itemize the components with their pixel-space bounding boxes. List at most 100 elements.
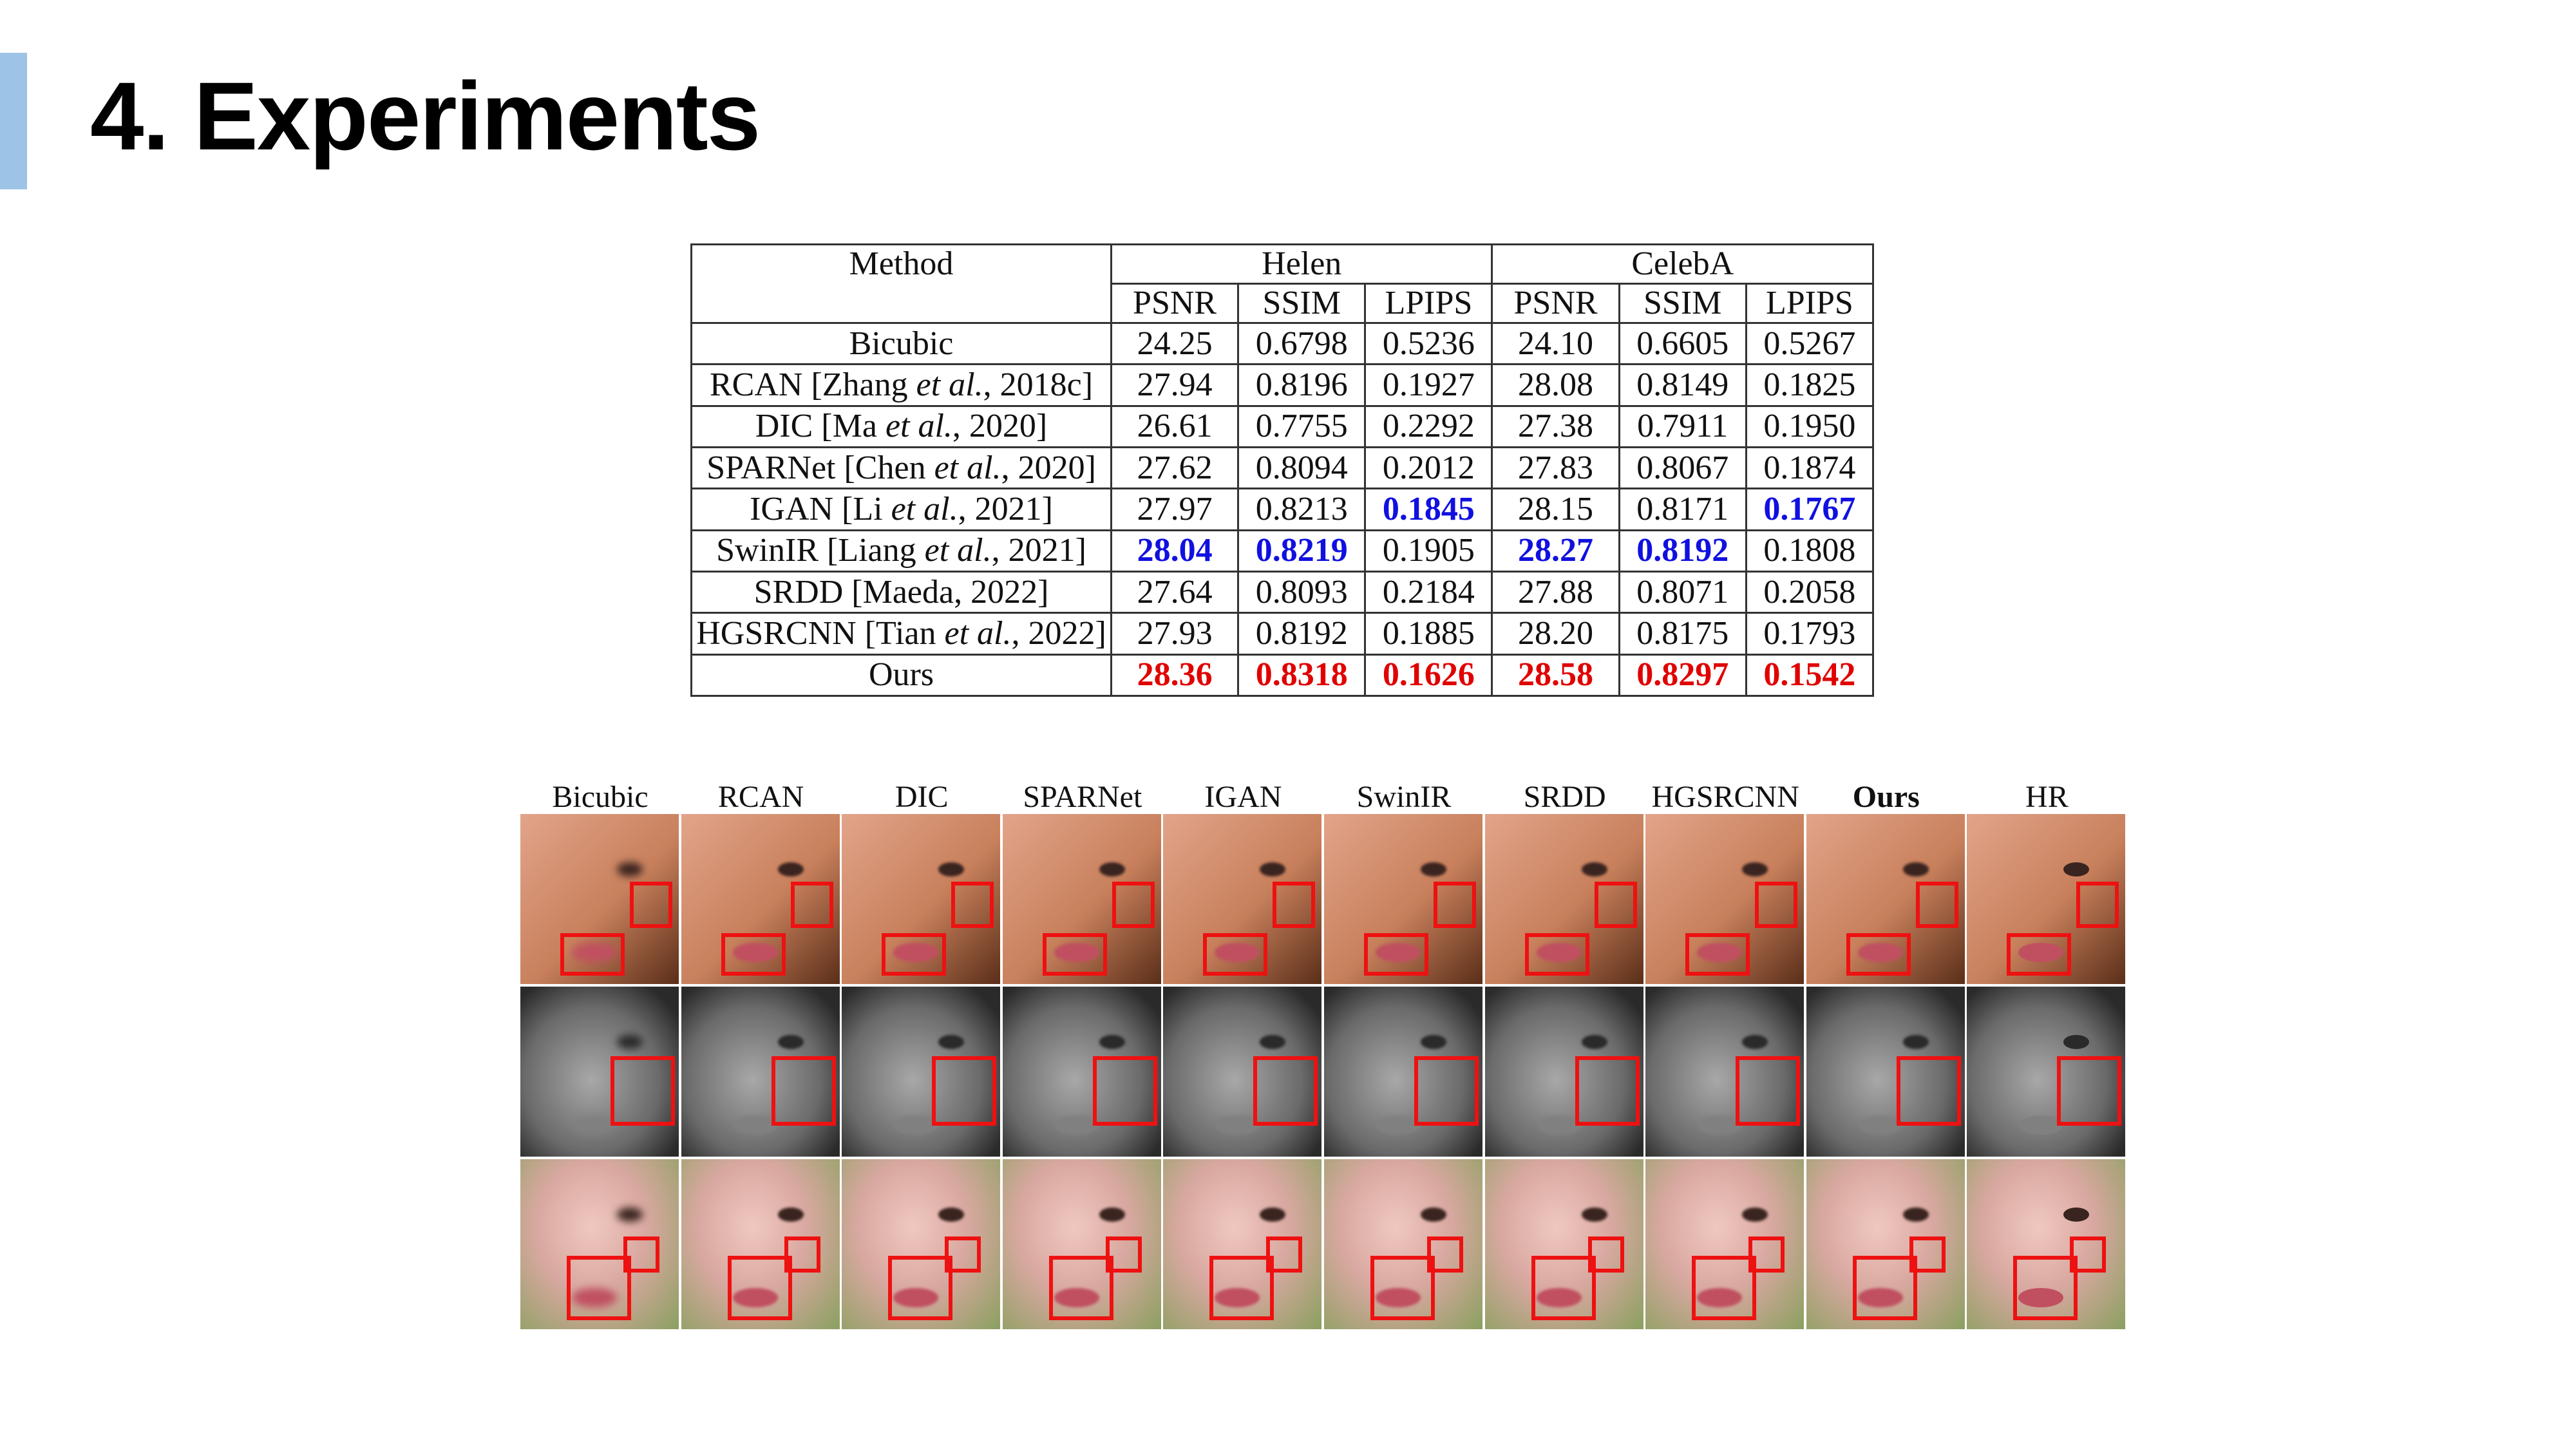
thumbnail-mouth [732, 1115, 778, 1135]
comparison-thumbnail [1967, 814, 2126, 984]
thumbnail-eye [1099, 1035, 1125, 1049]
thumbnail-face [1806, 987, 1965, 1157]
metric-value-cell: 27.83 [1491, 446, 1620, 490]
comparison-thumbnail [1163, 814, 1322, 984]
thumbnail-eye [2063, 862, 2090, 876]
zoom-highlight-box [1852, 1256, 1917, 1320]
thumbnail-mouth [1215, 943, 1260, 962]
thumbnail-eye [1581, 862, 1607, 876]
thumbnail-eye [1742, 1208, 1768, 1222]
zoom-highlight-box [1755, 882, 1798, 928]
thumbnail-eye [1581, 1035, 1607, 1049]
comparison-thumbnail [1324, 987, 1482, 1157]
table-header-row-2: PSNR SSIM LPIPS PSNR SSIM LPIPS [692, 283, 1875, 324]
thumbnail-eye [938, 1208, 965, 1222]
zoom-highlight-box [1896, 1056, 1961, 1126]
thumbnail-face [1003, 814, 1161, 984]
comparison-thumbnail [1484, 1159, 1643, 1329]
zoom-highlight-box [888, 1256, 953, 1320]
zoom-highlight-box [630, 882, 672, 928]
metric-value-cell: 28.15 [1491, 488, 1620, 531]
thumbnail-face [1806, 1159, 1965, 1329]
zoom-highlight-box [1685, 933, 1750, 976]
method-et-al: et al. [891, 490, 958, 527]
zoom-highlight-box [1575, 1056, 1640, 1126]
comparison-thumbnail [1002, 814, 1161, 984]
metric-value-cell: 27.93 [1110, 612, 1240, 656]
thumbnail-eye [1902, 862, 1929, 876]
thumbnail-mouth [2018, 943, 2064, 962]
thumbnail-face [1163, 1159, 1321, 1329]
comparison-thumbnail [681, 987, 840, 1157]
zoom-highlight-box [1736, 1056, 1801, 1126]
thumbnail-face [842, 1159, 1000, 1329]
metric-value-cell: 0.8196 [1237, 363, 1367, 407]
metric-value-cell: 24.25 [1110, 321, 1240, 366]
comparison-thumbnail [1806, 987, 1965, 1157]
method-et-al: et al. [916, 366, 983, 403]
thumbnail-face [1324, 814, 1482, 984]
method-cell: DIC [Ma et al., 2020] [690, 404, 1112, 448]
method-citation: , 2021] [991, 532, 1086, 569]
zoom-highlight-box [727, 1256, 792, 1320]
thumbnail-face [520, 814, 679, 984]
thumbnail-mouth [1054, 1288, 1099, 1307]
thumbnail-eye [1260, 1208, 1286, 1222]
metric-value-cell: 0.6605 [1618, 321, 1747, 366]
comparison-column-labels: Bicubic RCAN DIC SPARNet IGAN SwinIR SRDD HGSRC… [520, 781, 2128, 814]
thumbnail-mouth [1376, 1288, 1421, 1307]
metric-value-cell: 26.61 [1110, 404, 1240, 448]
zoom-highlight-box [1364, 933, 1428, 976]
zoom-highlight-box [560, 933, 625, 976]
table-header-row-1: Method Helen CelebA [690, 243, 1874, 324]
thumbnail-eye [777, 862, 804, 876]
metric-value-cell: 0.1927 [1364, 363, 1493, 407]
thumbnail-mouth [893, 943, 939, 962]
comparison-thumbnail [1163, 1159, 1322, 1329]
metric-value-cell: 0.8297 [1618, 653, 1747, 697]
thumbnail-eye [1421, 1208, 1446, 1222]
zoom-highlight-box [1427, 1236, 1463, 1273]
comparison-column-label: SPARNet [1023, 780, 1142, 814]
thumbnail-eye [1902, 1208, 1929, 1222]
zoom-highlight-box [1042, 933, 1107, 976]
zoom-highlight-box [932, 1056, 997, 1126]
comparison-thumbnail [681, 814, 840, 984]
thumbnail-eye [617, 1035, 643, 1049]
table-row: Bicubic 24.25 0.6798 0.5236 24.10 0.6605 0.526… [690, 321, 1875, 366]
metric-value-cell: 0.1905 [1364, 529, 1493, 573]
thumbnail-face [1324, 1159, 1482, 1329]
metric-value-cell: 0.2184 [1364, 570, 1493, 614]
metric-value-cell: 28.08 [1491, 363, 1620, 407]
thumbnail-mouth [1857, 1288, 1903, 1307]
thumbnail-mouth [1376, 943, 1421, 962]
metric-value-cell: 28.27 [1491, 529, 1620, 573]
method-name: SRDD [Maeda, 2022] [753, 573, 1049, 611]
metric-value-cell: 27.38 [1491, 404, 1620, 448]
visual-comparison-figure: Bicubic RCAN DIC SPARNet IGAN SwinIR SRDD HGSRC… [520, 781, 2128, 1329]
zoom-highlight-box [1414, 1056, 1479, 1126]
zoom-highlight-box [2076, 882, 2119, 928]
comparison-thumbnail [842, 814, 1001, 984]
method-et-al: et al. [885, 408, 952, 445]
comparison-thumbnail [1806, 1159, 1965, 1329]
zoom-highlight-box [2070, 1236, 2107, 1273]
metric-value-cell: 28.04 [1110, 529, 1240, 573]
thumbnail-eye [1260, 862, 1286, 876]
comparison-column-label: IGAN [1204, 780, 1282, 814]
zoom-highlight-box [721, 933, 786, 976]
thumbnail-mouth [1054, 1115, 1099, 1135]
method-name: HGSRCNN [Tian [696, 614, 945, 652]
method-et-al: et al. [944, 614, 1012, 652]
thumbnail-mouth [572, 943, 617, 962]
zoom-highlight-box [623, 1236, 659, 1273]
method-name: Ours [868, 656, 934, 694]
metric-value-cell: 0.8219 [1237, 529, 1367, 573]
thumbnail-mouth [1536, 1288, 1582, 1307]
thumbnail-eye [1421, 862, 1446, 876]
thumbnail-face [681, 814, 840, 984]
comparison-thumbnail [681, 1159, 840, 1329]
thumbnail-face [1003, 987, 1161, 1157]
thumbnail-eye [2063, 1208, 2090, 1222]
zoom-highlight-box [790, 882, 833, 928]
